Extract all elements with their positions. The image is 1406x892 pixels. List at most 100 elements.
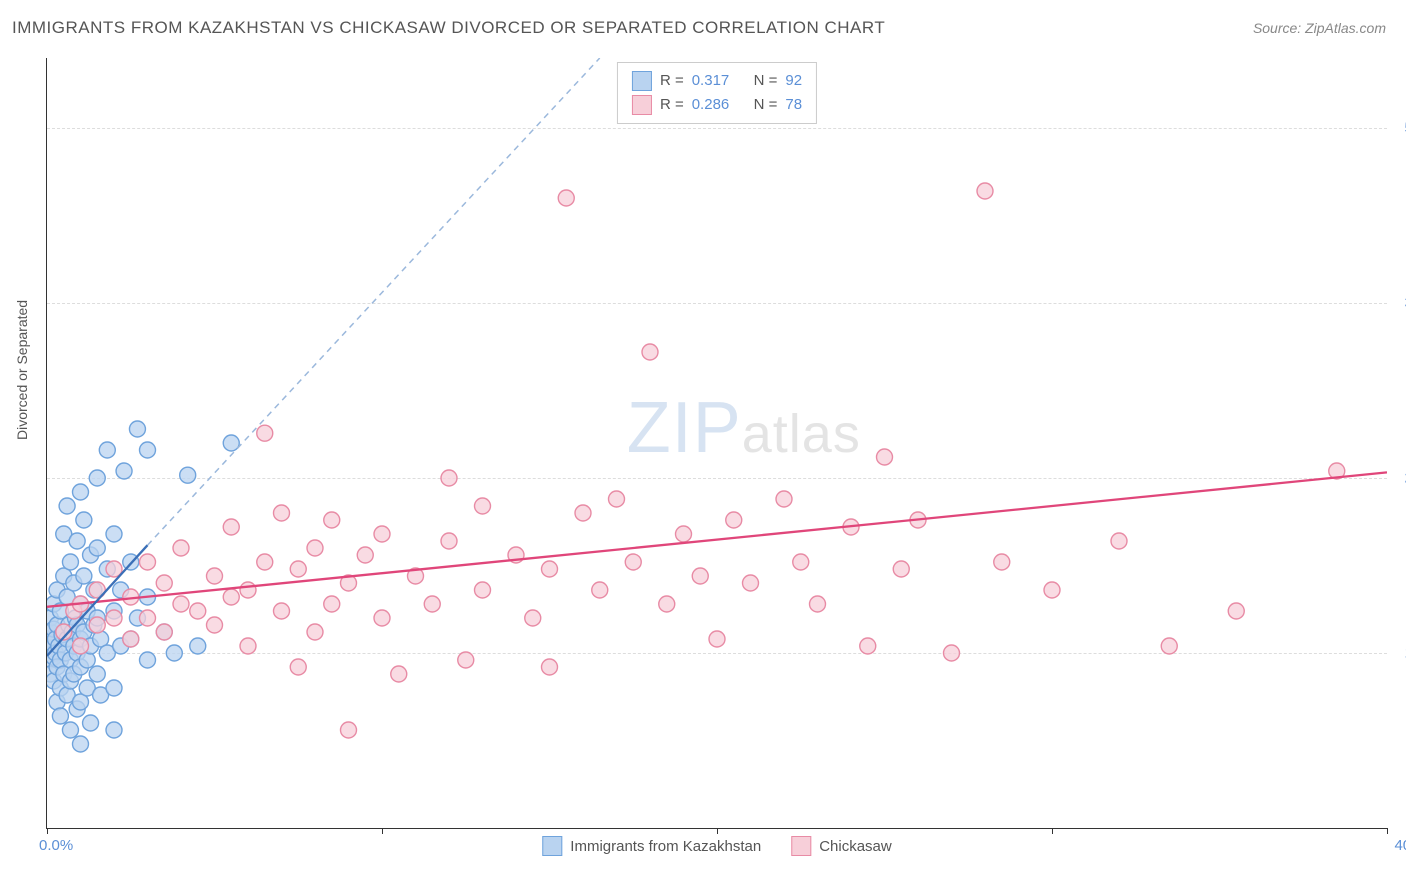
data-point — [99, 442, 115, 458]
trend-line-series-1-ext — [148, 58, 600, 545]
data-point — [307, 540, 323, 556]
data-point — [173, 596, 189, 612]
data-point — [73, 736, 89, 752]
data-point — [743, 575, 759, 591]
data-point — [877, 449, 893, 465]
series-legend: Immigrants from Kazakhstan Chickasaw — [542, 836, 891, 856]
data-point — [106, 526, 122, 542]
data-point — [89, 617, 105, 633]
data-point — [860, 638, 876, 654]
legend-row-series-2: R = 0.286 N = 78 — [632, 93, 802, 117]
n-value-2: 78 — [785, 93, 802, 117]
data-point — [274, 603, 290, 619]
trend-line-series-2 — [47, 472, 1387, 606]
data-point — [1161, 638, 1177, 654]
data-point — [324, 596, 340, 612]
source-attribution: Source: ZipAtlas.com — [1253, 20, 1386, 36]
correlation-legend: R = 0.317 N = 92 R = 0.286 N = 78 — [617, 62, 817, 124]
data-point — [123, 631, 139, 647]
data-point — [166, 645, 182, 661]
legend-item-series-2: Chickasaw — [791, 836, 892, 856]
data-point — [173, 540, 189, 556]
data-point — [625, 554, 641, 570]
data-point — [223, 589, 239, 605]
scatter-svg — [47, 58, 1387, 828]
data-point — [542, 561, 558, 577]
data-point — [810, 596, 826, 612]
data-point — [776, 491, 792, 507]
data-point — [441, 470, 457, 486]
x-tick-mark — [1387, 828, 1388, 834]
r-label-1: R = — [660, 69, 684, 93]
data-point — [129, 421, 145, 437]
data-point — [116, 463, 132, 479]
data-point — [257, 554, 273, 570]
data-point — [106, 680, 122, 696]
data-point — [140, 442, 156, 458]
swatch-bottom-1 — [542, 836, 562, 856]
data-point — [1111, 533, 1127, 549]
x-tick-mark — [717, 828, 718, 834]
data-point — [106, 722, 122, 738]
data-point — [89, 540, 105, 556]
data-point — [1044, 582, 1060, 598]
data-point — [525, 610, 541, 626]
series-2-name: Chickasaw — [819, 838, 892, 855]
x-axis-min-label: 0.0% — [39, 837, 73, 854]
data-point — [240, 638, 256, 654]
data-point — [180, 467, 196, 483]
data-point — [106, 610, 122, 626]
data-point — [207, 617, 223, 633]
data-point — [424, 596, 440, 612]
data-point — [642, 344, 658, 360]
data-point — [475, 582, 491, 598]
data-point — [223, 435, 239, 451]
data-point — [374, 610, 390, 626]
data-point — [73, 638, 89, 654]
chart-title: IMMIGRANTS FROM KAZAKHSTAN VS CHICKASAW … — [12, 18, 885, 38]
data-point — [156, 575, 172, 591]
series-1-name: Immigrants from Kazakhstan — [570, 838, 761, 855]
swatch-series-2 — [632, 95, 652, 115]
data-point — [575, 505, 591, 521]
x-tick-mark — [1052, 828, 1053, 834]
data-point — [52, 708, 68, 724]
data-point — [391, 666, 407, 682]
data-point — [73, 484, 89, 500]
r-value-1: 0.317 — [692, 69, 730, 93]
data-point — [592, 582, 608, 598]
data-point — [726, 512, 742, 528]
data-point — [307, 624, 323, 640]
data-point — [223, 519, 239, 535]
n-value-1: 92 — [785, 69, 802, 93]
data-point — [76, 512, 92, 528]
r-value-2: 0.286 — [692, 93, 730, 117]
data-point — [692, 568, 708, 584]
data-point — [69, 533, 85, 549]
data-point — [190, 638, 206, 654]
legend-item-series-1: Immigrants from Kazakhstan — [542, 836, 761, 856]
data-point — [190, 603, 206, 619]
data-point — [1228, 603, 1244, 619]
data-point — [441, 533, 457, 549]
data-point — [944, 645, 960, 661]
data-point — [542, 659, 558, 675]
data-point — [558, 190, 574, 206]
y-axis-label: Divorced or Separated — [14, 300, 30, 440]
data-point — [374, 526, 390, 542]
data-point — [140, 554, 156, 570]
data-point — [893, 561, 909, 577]
data-point — [290, 561, 306, 577]
data-point — [140, 652, 156, 668]
data-point — [156, 624, 172, 640]
data-point — [240, 582, 256, 598]
data-point — [475, 498, 491, 514]
data-point — [59, 498, 75, 514]
x-axis-max-label: 40.0% — [1394, 837, 1406, 854]
x-tick-mark — [47, 828, 48, 834]
data-point — [994, 554, 1010, 570]
data-point — [89, 666, 105, 682]
data-point — [257, 425, 273, 441]
data-point — [89, 470, 105, 486]
swatch-series-1 — [632, 71, 652, 91]
